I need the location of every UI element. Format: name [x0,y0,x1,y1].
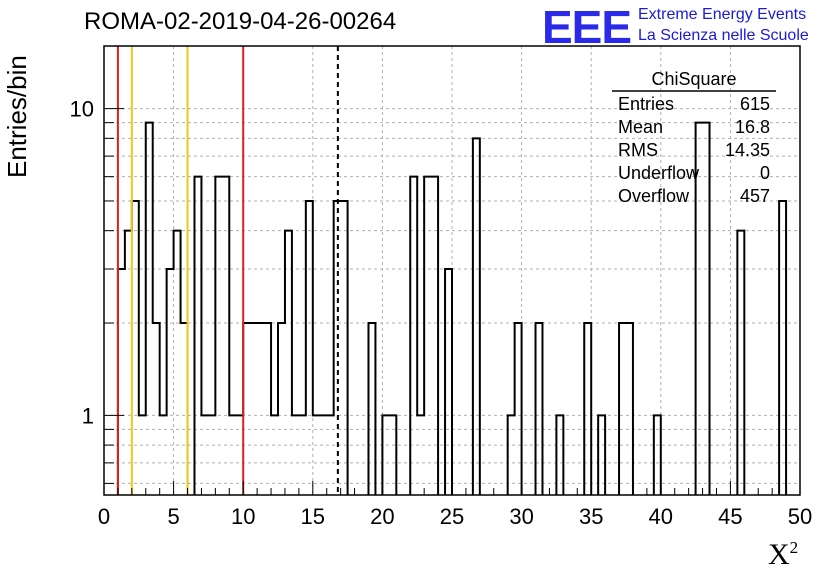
stats-row-label: RMS [618,140,658,160]
stats-row-value: 457 [740,186,770,206]
histogram-bin [146,123,153,495]
y-tick-label: 1 [82,403,94,428]
stats-row-label: Mean [618,117,663,137]
histogram-bin [194,177,201,495]
x-tick-label: 20 [370,504,394,529]
histogram-bin [598,415,605,495]
histogram-bin [320,415,327,495]
histogram-bin [584,323,591,495]
x-axis-label: X2 [768,538,799,571]
histogram-outline [116,121,788,495]
histogram-bin [201,415,208,495]
y-axis-label: Entries/bin [2,55,32,178]
stats-row-value: 615 [740,94,770,114]
histogram-bin [257,323,264,495]
histogram-bin [417,415,424,495]
histogram-bin [410,177,417,495]
histogram-bin [236,415,243,495]
histogram-bin [132,201,139,495]
histogram-bin [278,323,285,495]
x-tick-label: 35 [579,504,603,529]
histogram-bin [619,323,626,495]
histogram-bin [139,415,146,495]
histogram-bin [341,201,348,495]
histogram-bin [515,323,522,495]
histogram-bin [208,415,215,495]
stats-row-label: Underflow [618,163,700,183]
histogram-bin [285,231,292,495]
x-tick-label: 0 [98,504,110,529]
y-tick-label: 10 [70,97,94,122]
stats-row-label: Entries [618,94,674,114]
x-tick-label: 10 [231,504,255,529]
x-tick-label: 50 [788,504,812,529]
stats-row-value: 16.8 [735,117,770,137]
histogram-bin [222,177,229,495]
histogram-bin [250,323,257,495]
histogram-bin [160,415,167,495]
x-tick-label: 15 [301,504,325,529]
histogram-bin [536,323,543,495]
histogram-bin [181,323,188,495]
histogram-bin [703,123,710,495]
histogram-bin [153,323,160,495]
histogram-bin [431,177,438,495]
logo-line-1: Extreme Energy Events [638,6,807,23]
histogram-bin [556,415,563,495]
x-tick-label: 45 [718,504,742,529]
histogram-bin [306,201,313,495]
histogram-bin [174,231,181,495]
histogram-bin [313,415,320,495]
histogram-bin [292,415,299,495]
histogram-bin [229,415,236,495]
histogram-bin [125,231,132,495]
logo-line-2: La Scienza nelle Scuole [638,27,809,44]
x-tick-label: 5 [167,504,179,529]
histogram-bin [243,323,250,495]
histogram-bin [327,415,334,495]
histogram-bin [424,177,431,495]
x-tick-label: 40 [649,504,673,529]
histogram-bin [445,269,452,495]
histogram-bin [215,177,222,495]
histogram-bin [271,415,278,495]
histogram-bin [264,323,271,495]
histogram-bin [473,138,480,495]
stats-box-title: ChiSquare [651,69,736,89]
histogram-bin [299,415,306,495]
stats-row-value: 0 [760,163,770,183]
x-tick-label: 30 [509,504,533,529]
histogram-bin [118,269,125,495]
histogram-bin [508,415,515,495]
logo-letters: EEE [542,1,632,53]
histogram-bin [389,415,396,495]
histogram-bin [779,201,786,495]
histogram-bin [626,323,633,495]
plot-title: ROMA-02-2019-04-26-00264 [84,8,397,35]
histogram-bin [737,231,744,495]
stats-row-value: 14.35 [725,140,770,160]
stats-row-label: Overflow [618,186,690,206]
histogram-bin [368,323,375,495]
histogram-bin [382,415,389,495]
histogram-bin [654,415,661,495]
histogram-bin [167,269,174,495]
x-tick-label: 25 [440,504,464,529]
